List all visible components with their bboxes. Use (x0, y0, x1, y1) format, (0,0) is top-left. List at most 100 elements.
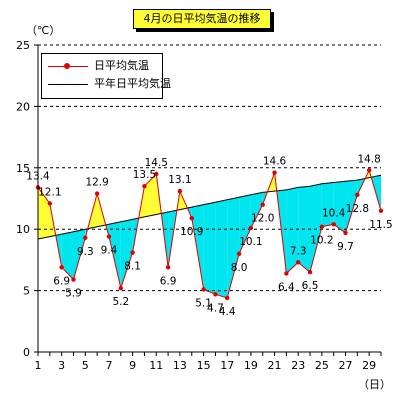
daily-point (177, 188, 183, 194)
daily-point (343, 230, 348, 236)
x-tick-label: 15 (197, 359, 211, 372)
data-label: 14.6 (263, 156, 287, 168)
daily-point (189, 215, 194, 221)
data-label: 9.7 (337, 241, 354, 253)
daily-point (94, 191, 100, 196)
y-tick-label: 15 (16, 162, 30, 175)
daily-point (366, 168, 372, 173)
y-tick-labels: 0 5 10 15 20 25 (16, 39, 30, 359)
x-tick-label: 3 (58, 359, 65, 372)
daily-point (260, 202, 265, 207)
above-normal-area (144, 173, 157, 217)
x-tick-label: 5 (82, 359, 89, 372)
x-tick-label: 29 (362, 359, 376, 372)
data-label: 10.9 (180, 226, 203, 238)
x-tick-label: 17 (220, 359, 234, 372)
chart-title: 4月の日平均気温の推移 (133, 9, 271, 29)
data-label: 6.5 (302, 280, 319, 292)
legend-item-daily: 日平均気温 (46, 58, 158, 74)
x-tick-label: 21 (268, 359, 282, 372)
below-normal-area (239, 194, 251, 254)
data-labels: 13.412.16.95.99.312.99.45.28.113.514.56.… (26, 153, 392, 318)
data-label: 9.4 (101, 245, 118, 257)
x-tick-labels: 1 3 5 7 9 11 13 15 17 19 21 23 25 27 29 (34, 44, 382, 372)
data-label: 12.8 (346, 203, 369, 215)
data-label: 5.2 (112, 296, 129, 308)
below-normal-area (73, 229, 86, 280)
data-label: 4.4 (219, 306, 236, 318)
data-label: 10.2 (310, 235, 333, 247)
below-normal-area (333, 181, 346, 233)
below-normal-area (203, 202, 216, 295)
daily-point (83, 235, 88, 240)
daily-point (213, 292, 218, 297)
daily-point (59, 265, 64, 270)
daily-point (225, 295, 230, 301)
daily-point (319, 224, 325, 229)
below-normal-area (345, 180, 358, 233)
data-label: 11.5 (369, 219, 392, 231)
legend-daily-label: 日平均気温 (94, 59, 149, 72)
data-label: 10.1 (239, 236, 262, 248)
daily-point (236, 251, 242, 256)
data-label: 6.9 (160, 275, 177, 287)
daily-point (154, 171, 159, 177)
daily-point (201, 287, 206, 292)
x-tick-label: 19 (244, 359, 258, 372)
daily-points (35, 168, 384, 301)
daily-point (106, 234, 112, 239)
y-unit-label: （℃） (26, 24, 61, 37)
data-label: 8.0 (231, 262, 248, 274)
x-tick-label: 25 (315, 359, 329, 372)
daily-point (378, 208, 384, 213)
data-label: 12.1 (38, 186, 61, 198)
daily-point (130, 250, 135, 255)
daily-point (165, 265, 171, 270)
daily-point (307, 269, 313, 275)
below-normal-area (215, 199, 228, 298)
legend-normal-label: 平年日平均気温 (94, 77, 171, 90)
x-tick-label: 9 (129, 359, 136, 372)
x-tick-label: 1 (35, 359, 42, 372)
data-label: 14.5 (145, 157, 168, 169)
daily-point (248, 225, 254, 231)
daily-point (296, 260, 301, 265)
data-label: 6.9 (53, 275, 70, 287)
below-normal-area (227, 197, 240, 298)
daily-point (142, 184, 147, 189)
below-normal-area (310, 183, 322, 273)
below-normal-area (286, 187, 299, 274)
legend-normal-line (48, 84, 88, 85)
data-label: 6.4 (278, 281, 295, 293)
x-tick-label: 7 (105, 359, 112, 372)
y-tick-label: 5 (23, 285, 30, 298)
daily-point (355, 192, 360, 198)
data-label: 5.1 (195, 297, 212, 309)
legend-item-normal: 平年日平均気温 (46, 76, 171, 92)
x-tick-label: 27 (339, 359, 353, 372)
data-label: 13.5 (133, 169, 156, 181)
daily-point (284, 271, 289, 276)
y-tick-label: 0 (23, 346, 30, 359)
data-label: 8.1 (124, 261, 141, 273)
daily-point (71, 277, 76, 282)
daily-point (331, 222, 336, 227)
axes (37, 45, 381, 353)
below-normal-area (250, 192, 263, 228)
data-label: 12.0 (251, 213, 274, 225)
legend: 日平均気温 平年日平均気温 (41, 53, 171, 99)
y-tick-label: 25 (16, 39, 30, 52)
daily-point (47, 201, 53, 206)
below-normal-area (61, 231, 74, 280)
data-label: 9.3 (77, 246, 94, 258)
data-label: 14.8 (357, 153, 380, 165)
x-unit-label: （日） (358, 378, 391, 391)
difference-fills (38, 170, 381, 298)
daily-point (118, 285, 123, 291)
data-label: 7.3 (290, 245, 307, 257)
below-normal-area (321, 182, 334, 227)
below-normal-area (120, 219, 133, 289)
y-tick-label: 10 (16, 223, 30, 236)
above-normal-area (38, 187, 50, 239)
